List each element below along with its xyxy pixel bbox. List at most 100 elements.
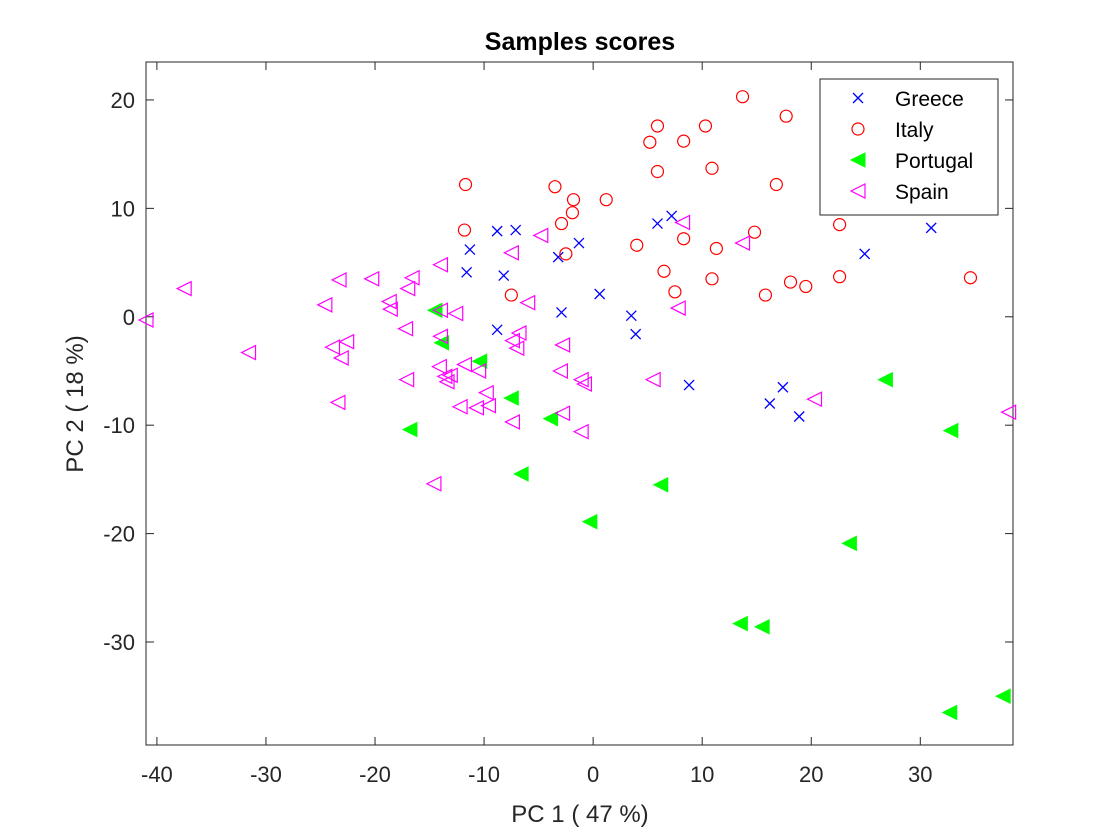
data-point-italy bbox=[668, 285, 682, 299]
data-point-portugal bbox=[503, 390, 519, 406]
data-point-greece bbox=[764, 398, 776, 409]
data-point-italy bbox=[457, 223, 472, 237]
data-point-spain bbox=[508, 340, 525, 357]
data-point-spain bbox=[470, 363, 487, 379]
data-point-italy bbox=[709, 241, 723, 256]
y-tick-label: -10 bbox=[103, 413, 135, 438]
legend-label: Italy bbox=[895, 119, 934, 142]
y-tick-label: 10 bbox=[111, 196, 135, 221]
data-point-greece bbox=[630, 328, 642, 340]
data-point-italy bbox=[566, 193, 581, 207]
data-point-spain bbox=[480, 397, 497, 414]
data-point-spain bbox=[456, 356, 473, 373]
data-point-spain bbox=[504, 413, 521, 430]
data-point-portugal bbox=[995, 688, 1011, 705]
data-point-spain bbox=[381, 301, 398, 318]
data-point-spain bbox=[432, 328, 449, 345]
data-point-spain bbox=[363, 270, 380, 287]
data-point-spain bbox=[403, 269, 420, 286]
x-tick-label: 0 bbox=[587, 762, 599, 787]
data-point-spain bbox=[240, 344, 257, 361]
legend-label: Greece bbox=[895, 88, 964, 111]
data-point-italy bbox=[963, 271, 978, 285]
data-point-spain bbox=[554, 336, 571, 353]
data-point-spain bbox=[576, 376, 593, 392]
data-point-spain bbox=[329, 394, 346, 411]
chart-title: Samples scores bbox=[485, 28, 675, 56]
data-point-portugal bbox=[433, 334, 450, 351]
data-point-italy bbox=[554, 216, 569, 231]
data-point-portugal bbox=[513, 466, 529, 482]
data-point-spain bbox=[674, 214, 691, 231]
x-tick-label: -30 bbox=[250, 762, 282, 787]
data-point-spain bbox=[432, 302, 449, 319]
x-axis-label: PC 1 ( 47 %) bbox=[511, 801, 648, 828]
data-point-spain bbox=[572, 371, 589, 388]
data-point-portugal bbox=[732, 615, 748, 632]
legend-item: Greece bbox=[852, 88, 964, 111]
x-tick-label: 10 bbox=[690, 762, 714, 787]
data-point-italy bbox=[705, 272, 719, 286]
data-point-spain bbox=[398, 371, 415, 388]
data-point-portugal bbox=[542, 410, 559, 427]
data-point-greece bbox=[491, 324, 503, 336]
data-point-spain bbox=[552, 363, 569, 379]
data-point-italy bbox=[705, 161, 719, 175]
data-point-portugal bbox=[652, 477, 669, 493]
data-point-italy bbox=[735, 90, 750, 104]
data-point-greece bbox=[594, 288, 606, 300]
data-point-portugal bbox=[754, 619, 770, 635]
x-tick-label: 30 bbox=[908, 762, 932, 787]
data-point-italy bbox=[747, 225, 762, 239]
data-point-italy bbox=[458, 177, 473, 192]
y-axis-label: PC 2 ( 18 %) bbox=[62, 335, 89, 472]
data-point-spain bbox=[468, 399, 485, 416]
legend-label: Spain bbox=[895, 181, 949, 204]
data-point-spain bbox=[380, 293, 397, 310]
data-point-italy bbox=[677, 232, 691, 246]
data-point-spain bbox=[572, 423, 589, 440]
y-tick-label: 20 bbox=[111, 88, 135, 113]
data-point-greece bbox=[683, 379, 695, 391]
data-point-spain bbox=[519, 294, 536, 311]
data-point-greece bbox=[510, 224, 522, 236]
plot-area bbox=[145, 61, 1014, 746]
data-point-greece bbox=[461, 266, 473, 278]
data-point-spain bbox=[397, 320, 414, 337]
data-point-greece bbox=[625, 310, 637, 322]
data-point-portugal bbox=[401, 421, 418, 438]
data-point-greece bbox=[552, 251, 564, 263]
data-point-portugal bbox=[581, 513, 598, 530]
series-spain bbox=[137, 214, 1017, 492]
data-markers bbox=[137, 90, 1017, 721]
legend-marker bbox=[852, 92, 864, 104]
data-point-spain bbox=[330, 271, 347, 288]
data-point-italy bbox=[548, 180, 562, 194]
legend: Greece Italy Portugal Spain bbox=[819, 78, 999, 216]
data-point-greece bbox=[859, 248, 871, 260]
data-point-spain bbox=[425, 475, 442, 492]
data-point-portugal bbox=[877, 371, 893, 388]
legend-item: Portugal bbox=[849, 150, 973, 173]
data-point-spain bbox=[438, 373, 455, 390]
data-point-greece bbox=[556, 306, 567, 318]
y-tick-label: 0 bbox=[123, 305, 135, 330]
data-point-italy bbox=[599, 193, 613, 207]
y-tick-label: -20 bbox=[103, 522, 135, 547]
data-point-italy bbox=[677, 134, 691, 148]
data-point-italy bbox=[643, 135, 657, 149]
data-point-greece bbox=[925, 222, 937, 234]
data-point-greece bbox=[666, 210, 678, 222]
data-point-greece bbox=[777, 381, 789, 393]
legend-marker bbox=[849, 152, 866, 168]
legend-marker bbox=[849, 183, 866, 199]
data-point-italy bbox=[657, 264, 671, 278]
data-point-italy bbox=[559, 247, 573, 261]
data-point-italy bbox=[832, 270, 847, 284]
data-point-spain bbox=[1000, 404, 1017, 421]
data-point-spain bbox=[441, 367, 458, 384]
data-point-italy bbox=[650, 119, 665, 133]
legend-label: Portugal bbox=[895, 150, 973, 173]
data-point-spain bbox=[175, 280, 192, 297]
